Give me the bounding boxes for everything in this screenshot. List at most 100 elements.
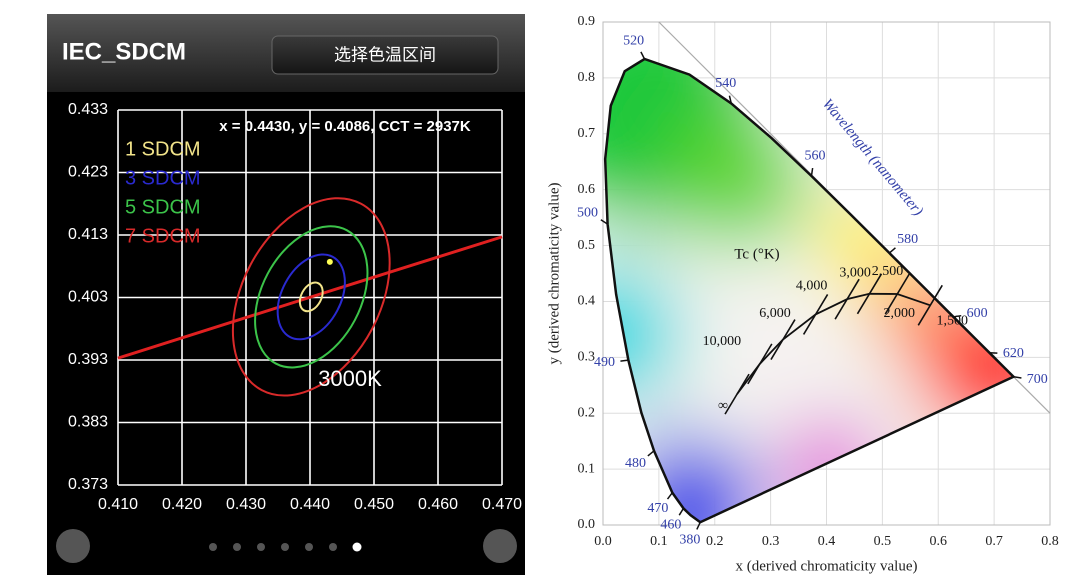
wavelength-tick [888,247,896,254]
wavelength-label: 600 [967,306,988,321]
x-tick-label: 0.7 [985,534,1003,549]
sdcm-ellipse [276,253,346,341]
page-dot[interactable] [352,542,362,552]
sdcm-ellipse [298,281,324,313]
legend-entry: 1 SDCM [125,138,201,160]
fill-cyan [605,265,682,405]
y-tick-label: 0.1 [578,461,596,476]
y-tick-label: 0.5 [578,238,596,253]
planckian-locus [117,235,503,360]
wavelength-tick [640,51,646,60]
sdcm-ellipse [231,197,391,397]
page-dot[interactable] [209,543,217,551]
page-dot[interactable] [329,543,337,551]
wavelength-label: 700 [1027,372,1048,387]
wavelength-label: 380 [679,532,700,547]
y-tick-label: 0.0 [578,517,596,532]
x-tick-label: 0.410 [98,496,138,513]
cie-chart: 0.0 0.1 0.2 0.3 0.4 0.5 0.6 0.7 0.8 0.0 0.1 0.2 0.3 0… [546,14,1059,574]
temperature-label: 4,000 [796,279,828,294]
app-panel: IEC_SDCM 选择色温区间 0.410 0.420 0.430 0.440 0.45… [47,14,525,575]
y-tick-label: 0.3 [578,350,596,365]
x-tick-label: 0.4 [818,534,836,549]
wavelength-label: 460 [660,518,681,533]
spectral-locus [603,57,1016,524]
temperature-label: 2,000 [884,306,916,321]
page-dot[interactable] [257,543,265,551]
app-title: IEC_SDCM [62,38,186,65]
y-tick-label: 0.393 [68,351,108,368]
legend-entry: 7 SDCM [125,225,201,247]
isotherm [917,284,943,326]
fill-magenta [780,420,880,520]
temperature-label: ∞ [718,398,728,413]
y-tick-label: 0.423 [68,164,108,181]
wavelength-tick [953,314,962,318]
temperature-label: 10,000 [703,334,742,349]
y-tick-label: 0.383 [68,414,108,431]
temperature-label: 6,000 [759,306,791,321]
x-tick-label: 0.460 [418,496,458,513]
x-tick-label: 0.8 [1041,534,1059,549]
y-tick-label: 0.4 [578,294,596,309]
measured-point [326,258,333,265]
x-tick-label: 0.6 [930,534,948,549]
app-background [47,14,525,575]
temperature-label: 2,500 [872,264,904,279]
wavelength-tick [620,359,629,362]
page-dot[interactable] [281,543,289,551]
wavelength-label: 620 [1003,346,1024,361]
y-axis-title: y (derived chromaticity value) [546,182,562,364]
page-dot[interactable] [305,543,313,551]
legend-entry: 5 SDCM [125,196,201,218]
y-tick-label: 0.403 [68,289,108,306]
wavelength-label: 580 [897,232,918,247]
wavelength-tick [678,508,685,516]
nav-button[interactable] [56,529,90,563]
page-dot[interactable] [233,543,241,551]
x-tick-label: 0.0 [594,534,612,549]
wavelength-label: 480 [625,456,646,471]
x-tick-label: 0.440 [290,496,330,513]
planckian-locus [736,292,931,395]
button-frame[interactable] [271,35,499,75]
x-tick-label: 0.3 [762,534,780,549]
plot-frame [602,21,1051,526]
wavelength-label: 490 [594,355,615,370]
isotherm [802,293,829,335]
button-label[interactable]: 选择色温区间 [334,45,436,64]
wavelength-tick [696,521,701,530]
wavelength-label: 470 [647,501,668,516]
x-tick-label: 0.2 [706,534,724,549]
wavelength-label: 560 [804,148,825,163]
y-tick-label: 0.6 [578,182,596,197]
y-tick-label: 0.373 [68,476,108,493]
fill-white [738,308,822,392]
isotherm [747,343,773,385]
x-tick-label: 0.450 [354,496,394,513]
x-tick-label: 0.420 [162,496,202,513]
wavelength-label: 520 [623,33,644,48]
sdcm-ellipse [254,225,369,369]
locus-label: 3000K [318,366,382,391]
fill-yellowgreen [670,110,810,250]
nav-button[interactable] [483,529,517,563]
wavelength-tick [600,219,608,225]
x-tick-label: 0.430 [226,496,266,513]
wavelength-label: 540 [715,76,736,91]
isotherm [884,273,910,315]
isotherm [724,373,750,415]
wavelength-tick [647,450,655,457]
wavelength-tick [810,167,814,177]
range-button[interactable]: 选择色温区间 [271,35,499,75]
wavelength-tick [1013,375,1022,379]
page-dots [209,542,362,552]
temperature-title: Tc (°K) [734,246,779,262]
wavelength-label: 500 [577,205,598,220]
x-tick-label: 0.470 [482,496,522,513]
x-axis-title: x (derived chromaticity value) [735,558,917,574]
y-tick-label: 0.7 [578,126,596,141]
y-tick-label: 0.8 [578,70,596,85]
y-tick-label: 0.413 [68,226,108,243]
